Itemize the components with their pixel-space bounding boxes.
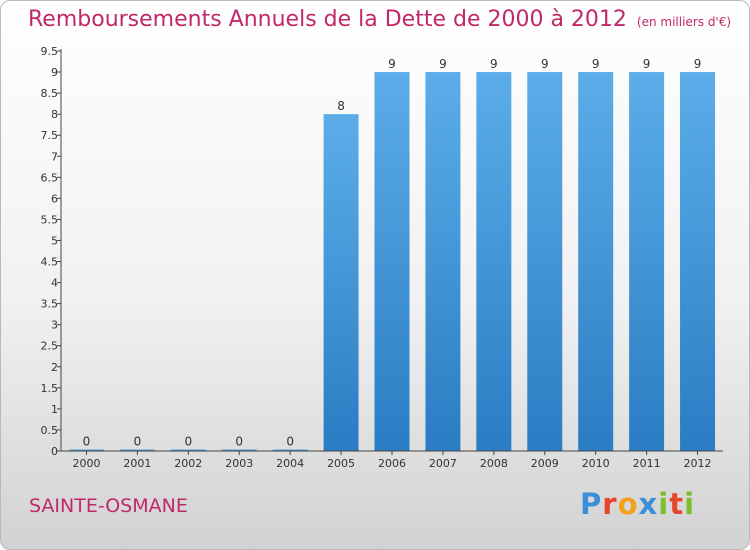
bars [68,72,716,451]
bar [221,449,257,451]
bar-value-label: 8 [337,99,345,113]
y-tick-label: 5 [51,234,58,247]
y-tick-label: 0.5 [41,424,59,437]
x-tick-label: 2007 [429,457,457,470]
y-axis: 0 0.5 1 1.5 2 2.5 3 3.5 4 4.5 5 5.5 6 6.5 7 7.5 8 8.5 9 9.5 [41,45,62,458]
x-tick-label: 2002 [174,457,202,470]
y-tick-label: 4 [51,277,58,290]
logo-letter: P [580,487,603,521]
y-tick-label: 2 [51,361,58,374]
y-tick-label: 3.5 [41,298,59,311]
bar-value-label: 9 [592,57,600,71]
bar [323,114,359,451]
bar [527,72,563,451]
proxiti-logo: Proxiti [580,487,700,527]
bar [272,449,308,451]
y-tick-label: 7 [51,150,58,163]
y-tick-label: 8 [51,108,58,121]
chart-title: Remboursements Annuels de la Dette de 20… [28,7,731,32]
bar [374,72,410,451]
bar-value-label: 9 [541,57,549,71]
bar-value-label: 0 [184,435,192,449]
x-tick-label: 2012 [684,457,712,470]
x-axis: 2000 2001 2002 2003 2004 2005 2006 2007 2008 2009… [61,450,723,470]
x-tick-label: 2004 [276,457,304,470]
bar [119,449,155,451]
x-tick-label: 2008 [480,457,508,470]
logo-letter: r [602,487,618,521]
y-tick-label: 8.5 [41,87,59,100]
y-tick-label: 9 [51,66,58,79]
y-tick-label: 2.5 [41,340,59,353]
bar-value-label: 0 [83,435,91,449]
y-tick-label: 0 [51,445,58,458]
bar [170,449,206,451]
x-tick-label: 2005 [327,457,355,470]
bar-value-label: 0 [134,435,142,449]
bar-value-label: 9 [490,57,498,71]
bar-value-label: 9 [388,57,396,71]
bar-value-label: 0 [286,435,294,449]
y-tick-label: 9.5 [41,45,59,58]
bar-value-label: 9 [694,57,702,71]
bar [68,449,104,451]
chart-unit: (en milliers d'€) [636,15,732,29]
y-tick-label: 6.5 [41,171,59,184]
y-tick-label: 1.5 [41,382,59,395]
bar-value-label: 0 [235,435,243,449]
bar-value-label: 9 [439,57,447,71]
y-tick-label: 7.5 [41,129,59,142]
logo-letter: i [684,487,696,521]
logo-letter: x [638,487,659,521]
bar [578,72,614,451]
commune-name: SAINTE-OSMANE [29,495,188,517]
y-tick-label: 6 [51,192,58,205]
bar [629,72,665,451]
bar [425,72,461,451]
logo-letter: o [617,487,639,521]
y-tick-label: 4.5 [41,256,59,269]
value-labels: 0 0 0 0 0 8 9 9 9 9 9 9 9 [83,57,702,448]
bar-value-label: 9 [643,57,651,71]
y-tick-label: 5.5 [41,213,59,226]
x-tick-label: 2003 [225,457,253,470]
chart-title-text: Remboursements Annuels de la Dette de 20… [28,7,627,32]
logo-letter: i [658,487,670,521]
logo-letter: t [669,487,685,521]
y-tick-label: 3 [51,319,58,332]
x-tick-label: 2006 [378,457,406,470]
x-tick-label: 2009 [531,457,559,470]
x-tick-label: 2011 [633,457,661,470]
x-tick-label: 2010 [582,457,610,470]
bar [476,72,512,451]
x-tick-label: 2000 [72,457,100,470]
bar [680,72,716,451]
y-tick-label: 1 [51,403,58,416]
x-tick-label: 2001 [123,457,151,470]
